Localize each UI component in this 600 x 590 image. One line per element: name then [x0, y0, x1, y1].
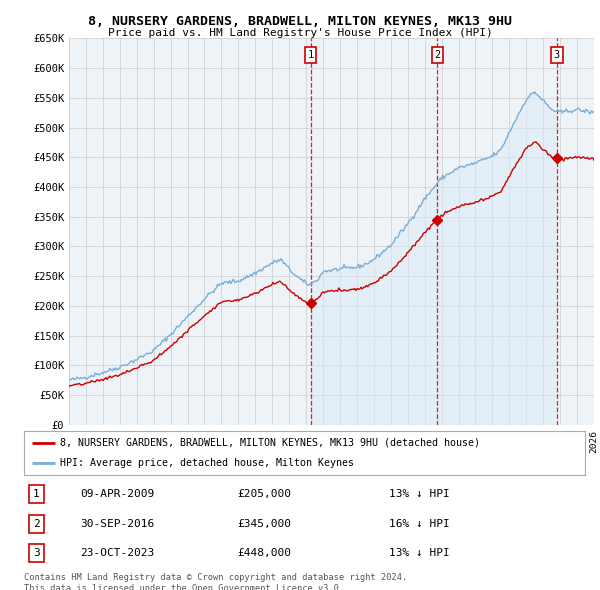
Text: Price paid vs. HM Land Registry's House Price Index (HPI): Price paid vs. HM Land Registry's House … [107, 28, 493, 38]
Text: HPI: Average price, detached house, Milton Keynes: HPI: Average price, detached house, Milt… [61, 458, 355, 468]
Text: 8, NURSERY GARDENS, BRADWELL, MILTON KEYNES, MK13 9HU (detached house): 8, NURSERY GARDENS, BRADWELL, MILTON KEY… [61, 438, 481, 448]
Text: 2: 2 [434, 50, 440, 60]
Text: 23-OCT-2023: 23-OCT-2023 [80, 548, 154, 558]
Text: 3: 3 [33, 548, 40, 558]
Text: £205,000: £205,000 [237, 489, 291, 499]
Text: 13% ↓ HPI: 13% ↓ HPI [389, 548, 449, 558]
Text: 16% ↓ HPI: 16% ↓ HPI [389, 519, 449, 529]
Text: 1: 1 [33, 489, 40, 499]
Text: 2: 2 [33, 519, 40, 529]
Text: 1: 1 [308, 50, 314, 60]
Text: 09-APR-2009: 09-APR-2009 [80, 489, 154, 499]
Text: Contains HM Land Registry data © Crown copyright and database right 2024.
This d: Contains HM Land Registry data © Crown c… [24, 573, 407, 590]
Text: 30-SEP-2016: 30-SEP-2016 [80, 519, 154, 529]
Text: £448,000: £448,000 [237, 548, 291, 558]
Text: 8, NURSERY GARDENS, BRADWELL, MILTON KEYNES, MK13 9HU: 8, NURSERY GARDENS, BRADWELL, MILTON KEY… [88, 15, 512, 28]
Text: 3: 3 [554, 50, 560, 60]
Text: £345,000: £345,000 [237, 519, 291, 529]
Text: 13% ↓ HPI: 13% ↓ HPI [389, 489, 449, 499]
